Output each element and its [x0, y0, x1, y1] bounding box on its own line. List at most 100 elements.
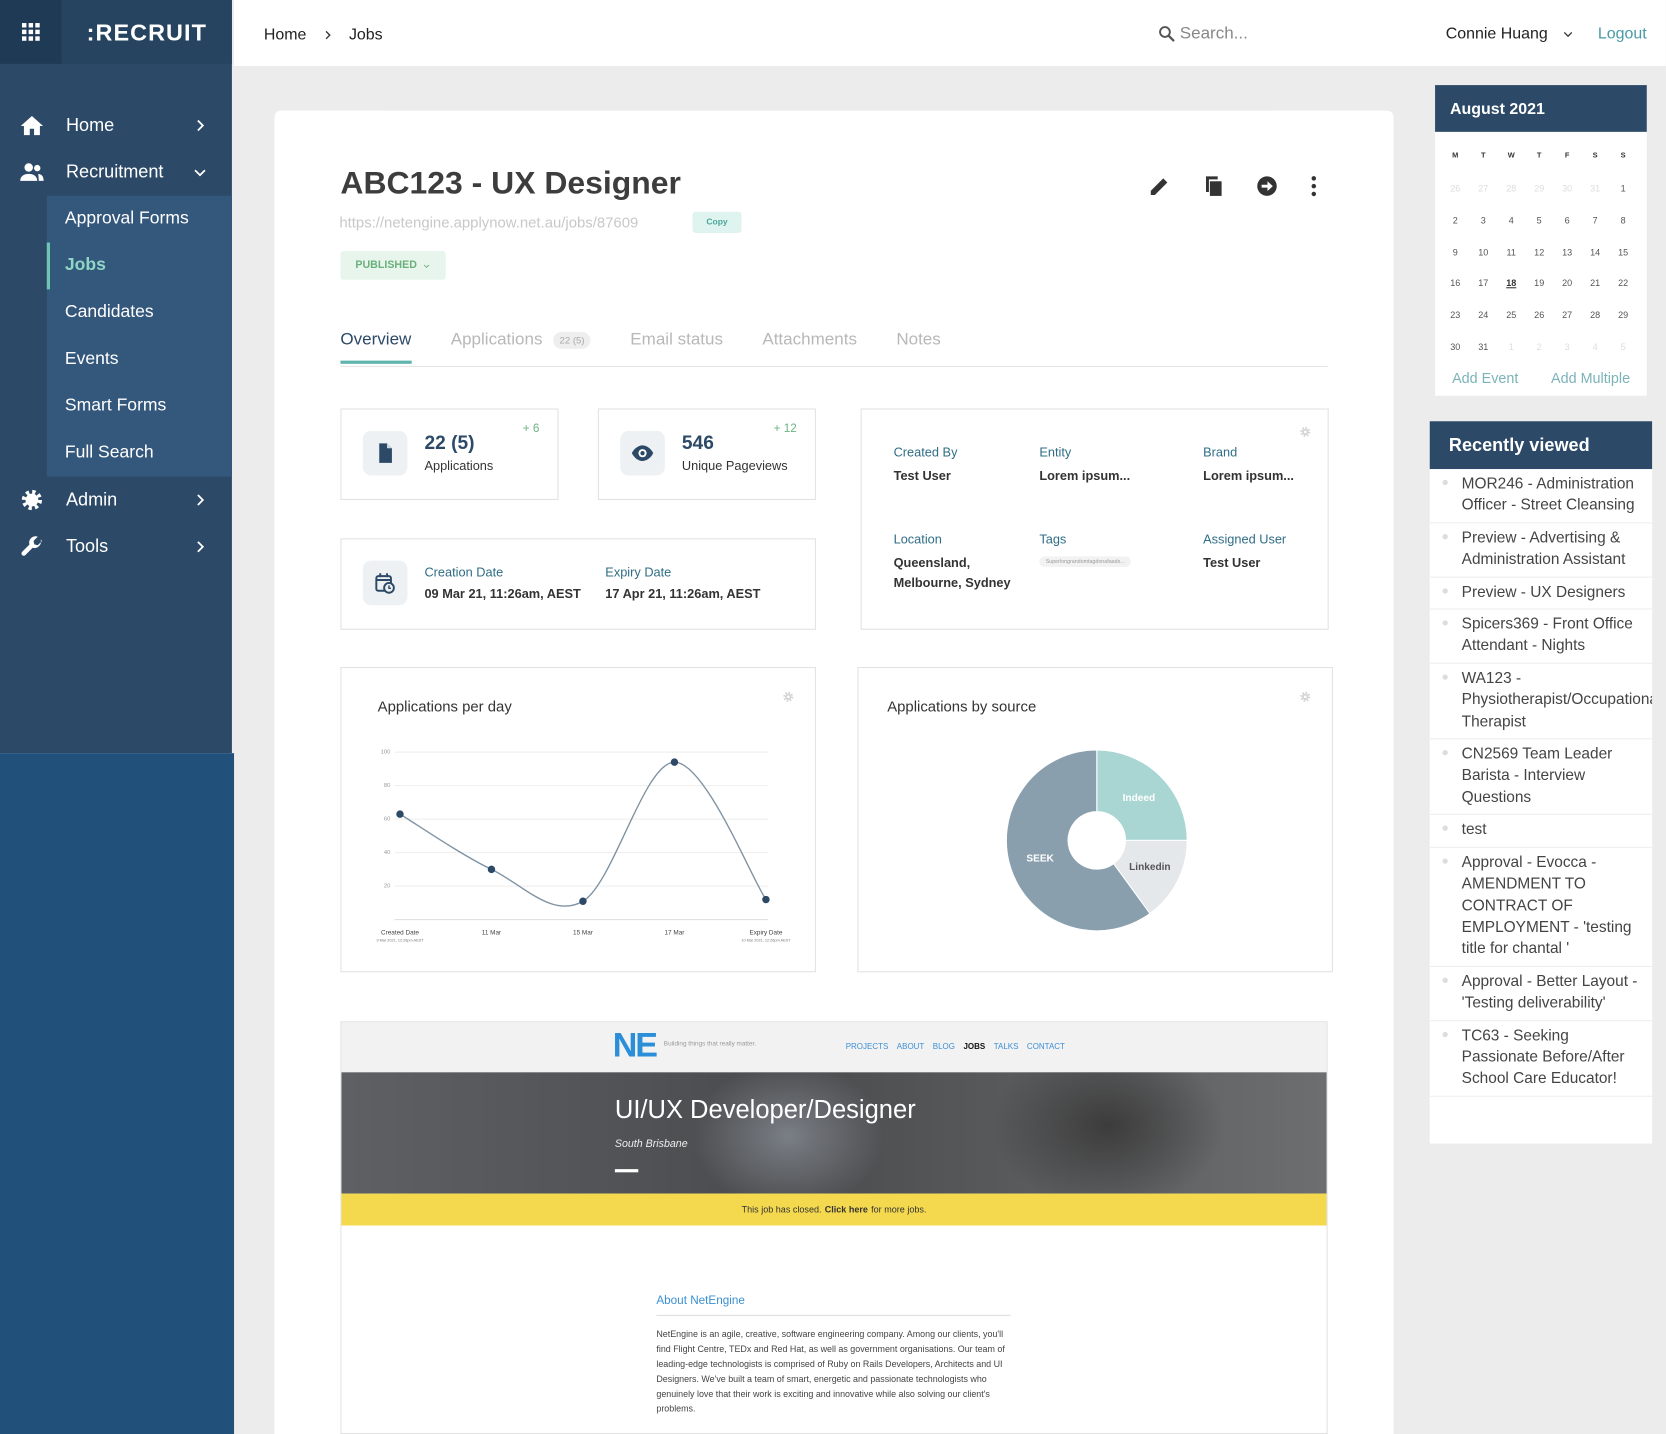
- calendar-day[interactable]: 3: [1480, 214, 1486, 226]
- weekday: T: [1480, 152, 1486, 160]
- chart-settings[interactable]: [782, 690, 795, 703]
- recent-item[interactable]: Spicers369 - Front Office Attendant - Ni…: [1429, 610, 1653, 664]
- calendar-day[interactable]: 8: [1620, 214, 1626, 226]
- calendar-day[interactable]: 4: [1592, 341, 1598, 353]
- recent-item[interactable]: Preview - UX Designers: [1429, 577, 1653, 610]
- recent-item[interactable]: TC63 - Seeking Passionate Before/After S…: [1429, 1021, 1653, 1097]
- calendar-day[interactable]: 5: [1620, 341, 1626, 353]
- recent-item[interactable]: MOR246 - Administration Officer - Street…: [1429, 469, 1653, 524]
- calendar-day[interactable]: 30: [1562, 182, 1573, 194]
- calendar-day[interactable]: 20: [1562, 278, 1573, 289]
- calendar-day[interactable]: 21: [1590, 278, 1601, 289]
- calendar-action[interactable]: Add Multiple: [1551, 370, 1631, 387]
- calendar-day[interactable]: 1: [1620, 182, 1626, 194]
- recent-item[interactable]: WA123 - Physiotherapist/Occupational The…: [1429, 664, 1653, 740]
- breadcrumb-item[interactable]: Home: [263, 25, 307, 44]
- nav-item[interactable]: Home: [65, 114, 115, 136]
- calendar-day[interactable]: 16: [1450, 278, 1461, 289]
- search-input[interactable]: Search...: [1179, 24, 1248, 43]
- calendar-day[interactable]: 4: [1508, 214, 1514, 226]
- calendar-day[interactable]: 19: [1534, 278, 1545, 289]
- calendar-day[interactable]: 31: [1478, 341, 1489, 353]
- calendar-day[interactable]: 13: [1562, 246, 1573, 258]
- tab[interactable]: Email status: [630, 331, 723, 364]
- chart-settings[interactable]: [1299, 690, 1312, 703]
- calendar-day[interactable]: 5: [1536, 214, 1542, 226]
- logout-link[interactable]: Logout: [1597, 24, 1647, 43]
- apps-button[interactable]: [0, 0, 62, 64]
- more-button[interactable]: [1302, 174, 1325, 197]
- calendar-day[interactable]: 18: [1506, 278, 1517, 289]
- tab[interactable]: Overview: [340, 331, 412, 364]
- calendar-day[interactable]: 3: [1564, 341, 1570, 353]
- banner-link[interactable]: Click here: [824, 1204, 868, 1215]
- recent-item[interactable]: CN2569 Team Leader Barista - Interview Q…: [1429, 739, 1653, 816]
- status-badge[interactable]: PUBLISHED: [340, 251, 446, 280]
- recent-item[interactable]: Approval - Better Layout - 'Testing deli…: [1429, 967, 1653, 1021]
- calendar-day[interactable]: 1: [1508, 341, 1514, 353]
- tab-badge: 22 (5): [553, 331, 591, 349]
- preview-link[interactable]: PROJECTS: [845, 1041, 889, 1052]
- job-url[interactable]: https://netengine.applynow.net.au/jobs/8…: [339, 213, 639, 231]
- calendar-day[interactable]: 11: [1506, 246, 1516, 258]
- edit-button[interactable]: [1148, 174, 1171, 197]
- nav-subitem[interactable]: Smart Forms: [64, 395, 167, 415]
- nav-subitem[interactable]: Full Search: [64, 442, 154, 462]
- calendar-day[interactable]: 2: [1452, 214, 1458, 226]
- calendar-day[interactable]: 26: [1450, 182, 1461, 194]
- copy-button[interactable]: Copy: [692, 211, 742, 233]
- calendar-day[interactable]: 29: [1534, 182, 1545, 194]
- calendar-day[interactable]: 10: [1478, 246, 1489, 258]
- preview-link[interactable]: CONTACT: [1026, 1041, 1065, 1052]
- calendar-day[interactable]: 17: [1478, 278, 1489, 289]
- calendar-day[interactable]: 30: [1450, 341, 1461, 353]
- calendar-day[interactable]: 7: [1592, 214, 1598, 226]
- calendar-day[interactable]: 27: [1478, 182, 1489, 194]
- calendar-day[interactable]: 12: [1534, 246, 1545, 258]
- calendar-action[interactable]: Add Event: [1452, 370, 1519, 387]
- calendar-day[interactable]: 28: [1506, 182, 1517, 194]
- calendar-day[interactable]: 29: [1618, 309, 1629, 321]
- calendar-day[interactable]: 31: [1590, 182, 1601, 194]
- nav-subitem[interactable]: Approval Forms: [64, 208, 189, 228]
- details-settings[interactable]: [1299, 426, 1312, 439]
- calendar-day[interactable]: 23: [1450, 309, 1461, 321]
- calendar-day[interactable]: 14: [1590, 246, 1601, 258]
- tab[interactable]: Notes: [896, 331, 940, 364]
- user-name[interactable]: Connie Huang: [1445, 24, 1548, 43]
- calendar-day[interactable]: 27: [1562, 309, 1573, 321]
- preview-link[interactable]: JOBS: [963, 1041, 986, 1052]
- preview-link[interactable]: TALKS: [993, 1041, 1019, 1052]
- calendar-day[interactable]: 26: [1534, 309, 1545, 321]
- tab[interactable]: Applications 22 (5): [451, 331, 591, 364]
- nav-item[interactable]: Recruitment: [65, 161, 164, 182]
- nav-item[interactable]: Admin: [65, 489, 118, 510]
- calendar-day[interactable]: 9: [1452, 246, 1458, 258]
- nav-chevron[interactable]: [191, 117, 208, 134]
- icon-part: [423, 264, 430, 268]
- calendar-day[interactable]: 6: [1564, 214, 1570, 226]
- user-menu-chevron[interactable]: [1562, 28, 1575, 41]
- calendar-day[interactable]: 28: [1590, 309, 1601, 321]
- calendar-day[interactable]: 25: [1506, 309, 1517, 321]
- nav-chevron[interactable]: [191, 491, 208, 508]
- recent-item[interactable]: Preview - Advertising & Administration A…: [1429, 523, 1653, 578]
- nav-subitem[interactable]: Candidates: [64, 302, 154, 322]
- nav-item[interactable]: Tools: [65, 536, 109, 557]
- preview-link[interactable]: ABOUT: [896, 1041, 925, 1052]
- calendar-day[interactable]: 22: [1618, 278, 1629, 289]
- recent-item[interactable]: test: [1429, 815, 1653, 848]
- duplicate-button[interactable]: [1202, 174, 1225, 197]
- move-button[interactable]: [1255, 174, 1278, 197]
- preview-link[interactable]: BLOG: [932, 1041, 955, 1052]
- nav-chevron[interactable]: [191, 538, 208, 555]
- nav-subitem[interactable]: Jobs: [64, 255, 106, 275]
- recent-item[interactable]: Approval - Evocca - AMENDMENT TO CONTRAC…: [1429, 848, 1653, 967]
- calendar-day[interactable]: 15: [1618, 246, 1629, 258]
- calendar-day[interactable]: 2: [1536, 341, 1542, 353]
- tab[interactable]: Attachments: [762, 331, 857, 364]
- nav-subitem[interactable]: Events: [64, 348, 119, 369]
- nav-chevron[interactable]: [191, 164, 208, 181]
- breadcrumb-item[interactable]: Jobs: [348, 25, 383, 44]
- calendar-day[interactable]: 24: [1478, 309, 1489, 321]
